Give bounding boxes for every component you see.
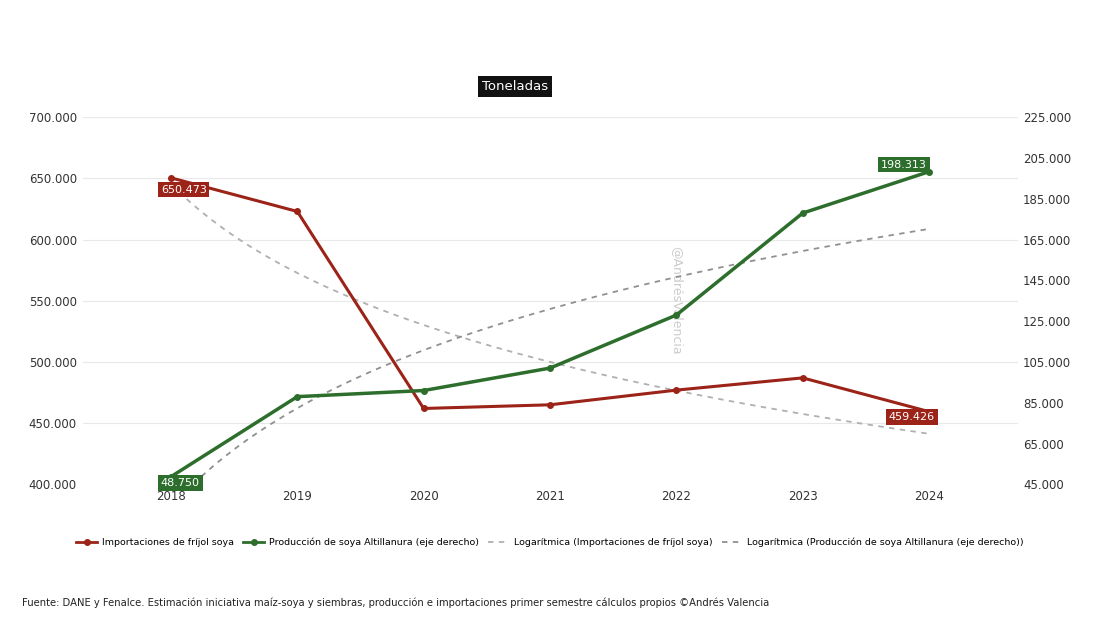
Text: Toneladas: Toneladas (482, 80, 549, 93)
Text: 198.313: 198.313 (881, 160, 927, 170)
Text: Fuente: DANE y Fenalce. Estimación iniciativa maíz-soya y siembras, producción e: Fuente: DANE y Fenalce. Estimación inici… (22, 597, 769, 608)
Text: Fríjol Soya: Evolución de la producción en la Altillanura y las importaciones: Fríjol Soya: Evolución de la producción … (0, 27, 1100, 55)
Text: 459.426: 459.426 (889, 412, 935, 422)
Text: 48.750: 48.750 (161, 478, 200, 488)
Legend: Importaciones de fríjol soya, Producción de soya Altillanura (eje derecho), Loga: Importaciones de fríjol soya, Producción… (73, 534, 1027, 551)
Text: @AndrésValencia: @AndrésValencia (670, 246, 683, 355)
Text: 650.473: 650.473 (161, 184, 207, 194)
